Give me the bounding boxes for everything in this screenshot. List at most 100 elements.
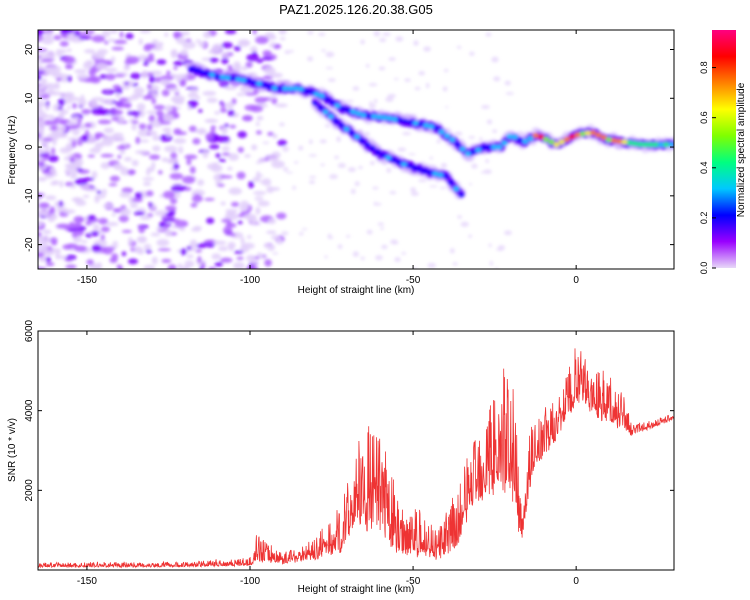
- noise-blob: [165, 205, 177, 212]
- noise-blob: [229, 124, 237, 129]
- noise-blob: [224, 86, 237, 91]
- noise-blob: [179, 227, 186, 232]
- noise-blob: [456, 45, 462, 49]
- ridge-peak: [511, 134, 518, 140]
- noise-blob: [272, 252, 279, 255]
- noise-blob: [240, 210, 248, 216]
- noise-blob: [148, 130, 158, 136]
- ridge-peak: [475, 147, 482, 153]
- noise-blob: [77, 118, 82, 124]
- noise-blob: [44, 174, 55, 178]
- noise-blob: [127, 110, 141, 116]
- noise-blob: [38, 197, 41, 203]
- noise-blob: [45, 195, 57, 201]
- noise-blob: [337, 163, 346, 169]
- noise-blob: [100, 153, 114, 158]
- noise-blob: [49, 237, 58, 244]
- noise-blob: [103, 127, 114, 134]
- noise-blob: [142, 181, 152, 187]
- noise-blob: [112, 84, 121, 90]
- noise-blob: [131, 159, 139, 167]
- ridge-peak: [652, 142, 659, 148]
- noise-blob: [214, 262, 224, 267]
- ridge-peak: [442, 173, 449, 179]
- ridge-peak: [353, 134, 360, 140]
- noise-blob: [161, 218, 176, 222]
- noise-blob: [196, 243, 207, 249]
- noise-blob: [105, 67, 118, 73]
- noise-blob: [182, 175, 196, 184]
- noise-blob: [38, 73, 42, 81]
- spectrogram-y-label: Frequency (Hz): [7, 116, 18, 185]
- noise-blob: [195, 95, 201, 100]
- noise-blob: [404, 78, 411, 82]
- noise-blob: [44, 114, 56, 119]
- spectrogram-x-ticks: -150 -100 -50 0: [77, 30, 579, 286]
- noise-blob: [413, 40, 419, 46]
- noise-blob: [436, 139, 441, 144]
- noise-blob: [293, 161, 299, 164]
- noise-blob: [158, 170, 163, 175]
- noise-blob: [66, 258, 73, 262]
- noise-blob: [454, 131, 463, 136]
- noise-blob: [81, 109, 92, 115]
- noise-blob: [134, 94, 143, 98]
- noise-blob: [262, 141, 270, 145]
- noise-blob: [189, 88, 199, 93]
- noise-blob: [105, 73, 116, 81]
- noise-blob: [279, 122, 285, 127]
- noise-blob: [220, 102, 226, 108]
- noise-blob: [324, 124, 331, 128]
- noise-blob: [229, 244, 234, 252]
- noise-blob: [143, 264, 156, 269]
- spectrogram-frame: [37, 29, 675, 270]
- noise-blob: [227, 109, 235, 117]
- noise-blob: [38, 119, 46, 127]
- noise-blob: [56, 248, 61, 254]
- ridge-peak: [532, 133, 539, 138]
- noise-blob: [151, 256, 158, 265]
- noise-blob: [57, 73, 69, 79]
- noise-blob: [319, 139, 327, 144]
- noise-blob: [445, 106, 449, 109]
- noise-blob: [52, 103, 62, 112]
- ridge-peak: [271, 85, 278, 91]
- ridge-peak: [339, 106, 346, 111]
- noise-blob: [53, 118, 60, 125]
- noise-blob: [256, 222, 262, 226]
- noise-blob: [57, 106, 64, 110]
- noise-blob: [112, 240, 119, 245]
- ridge-peak: [317, 105, 324, 111]
- noise-blob: [98, 108, 111, 116]
- snr-x-label: Height of straight line (km): [298, 584, 415, 595]
- noise-blob: [151, 97, 157, 105]
- ridge-peak: [543, 137, 550, 142]
- colorbar-ticks: 0.0 0.2 0.4 0.6 0.8: [699, 61, 716, 274]
- noise-blob: [91, 52, 99, 57]
- ridge-peak: [558, 139, 565, 145]
- noise-blob: [38, 231, 42, 237]
- noise-blob: [468, 135, 476, 139]
- ridge-peak: [642, 142, 649, 148]
- noise-blob: [345, 99, 354, 103]
- noise-blob: [429, 185, 438, 188]
- noise-blob: [350, 188, 356, 195]
- noise-blob: [57, 98, 66, 107]
- noise-blob: [125, 56, 140, 64]
- noise-blob: [80, 94, 85, 102]
- noise-blob: [113, 163, 123, 171]
- noise-blob: [360, 39, 365, 45]
- snr-series-line: [38, 348, 674, 569]
- noise-blob: [97, 119, 112, 125]
- ridge-peak: [574, 132, 581, 138]
- ridge-peak: [433, 125, 440, 131]
- noise-blob: [352, 86, 360, 91]
- noise-blob: [155, 43, 164, 47]
- noise-blob: [220, 201, 226, 206]
- snr-panel: -150 -100 -50 0 2000 4000 6000 Height of stra…: [7, 319, 675, 595]
- noise-blob: [127, 169, 136, 175]
- noise-blob: [206, 163, 220, 170]
- noise-blob: [100, 226, 110, 233]
- noise-blob: [264, 259, 272, 267]
- noise-blob: [255, 161, 262, 165]
